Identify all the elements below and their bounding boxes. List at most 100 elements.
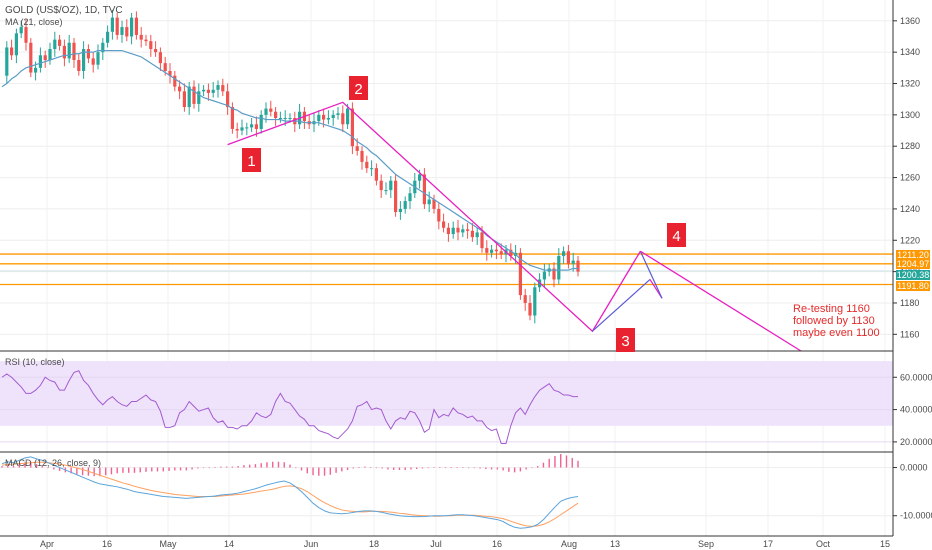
candle-body-30	[144, 39, 148, 42]
macd-hist-5	[30, 461, 32, 468]
candle-body-116	[557, 255, 561, 280]
macd-hist-63	[364, 466, 366, 468]
candle-body-117	[562, 251, 566, 256]
candle-body-106	[509, 249, 513, 256]
candle-body-47	[226, 91, 230, 108]
macd-hist-81	[467, 467, 470, 469]
macd-hist-0	[1, 466, 3, 468]
candle-body-85	[408, 193, 412, 202]
candle-body-66	[317, 114, 321, 122]
candle-body-60	[288, 118, 292, 119]
candle-body-96	[461, 229, 465, 233]
candle-body-52	[250, 124, 254, 128]
candle-body-120	[576, 260, 580, 272]
macd-hist-30	[174, 467, 176, 471]
macd-hist-26	[151, 467, 153, 472]
candle-body-118	[566, 251, 570, 264]
macd-hist-50	[289, 464, 291, 468]
candle-body-78	[374, 168, 378, 181]
candle-body-7	[34, 67, 38, 73]
candle-body-6	[29, 42, 33, 73]
xtick-label-6: Jul	[430, 539, 442, 549]
candle-body-82	[394, 180, 398, 213]
candle-body-42	[202, 89, 206, 92]
candle-body-36	[173, 75, 177, 87]
xtick-label-4: Jun	[304, 539, 319, 549]
candle-body-93	[446, 227, 450, 234]
candle-body-2	[10, 47, 14, 56]
candle-body-24	[115, 17, 119, 35]
macd-hist-99	[571, 457, 573, 468]
price-label-2: 1204.97	[897, 259, 930, 269]
macd-hist-83	[479, 467, 481, 469]
candle-body-83	[398, 208, 402, 213]
candle-body-16	[77, 60, 81, 71]
annotation-line-2: followed by 1130	[793, 315, 875, 327]
wave-label-3: 3	[621, 333, 629, 350]
main-ytick-label-8: 1320	[900, 79, 920, 89]
candle-body-48	[230, 107, 234, 129]
macd-hist-14	[81, 467, 84, 476]
xtick-label-12: Oct	[816, 539, 831, 549]
candle-body-72	[346, 108, 350, 125]
candle-body-95	[456, 227, 460, 233]
candle-body-31	[149, 41, 153, 50]
main-ytick-label-1: 1180	[900, 298, 919, 308]
macd-hist-31	[179, 467, 182, 471]
candle-body-71	[341, 113, 345, 125]
candle-body-38	[182, 91, 186, 108]
candle-body-33	[158, 52, 162, 64]
candle-body-108	[518, 252, 522, 296]
macd-hist-19	[110, 467, 113, 475]
xtick-label-10: Sep	[698, 539, 714, 549]
candle-body-25	[120, 27, 124, 35]
candle-body-113	[542, 271, 546, 280]
candle-body-41	[197, 91, 201, 104]
candle-body-70	[336, 113, 340, 115]
candle-body-8	[38, 55, 42, 68]
candle-body-68	[326, 118, 330, 120]
signal-line	[1, 461, 579, 527]
candle-body-12	[58, 39, 62, 46]
macd-hist-4	[24, 462, 26, 468]
macd-hist-46	[266, 462, 268, 468]
candle-body-54	[259, 114, 263, 129]
candle-body-88	[422, 174, 426, 205]
macd-hist-38	[220, 466, 222, 468]
candle-body-76	[365, 161, 369, 169]
macd-hist-80	[462, 467, 464, 468]
candle-body-56	[269, 108, 273, 112]
candle-body-18	[86, 49, 90, 59]
wave-label-4: 4	[672, 228, 680, 245]
annotation: Re-testing 1160 followed by 1130 maybe e…	[793, 303, 880, 339]
candle-body-15	[72, 42, 76, 60]
macd-hist-36	[208, 467, 211, 469]
macd-hist-17	[99, 467, 101, 477]
macd-hist-24	[139, 467, 141, 473]
macd-hist-74	[427, 467, 429, 469]
xtick-label-3: 14	[224, 539, 234, 549]
macd-ytick-label-0: 0.0000	[900, 463, 928, 473]
macd-hist-2	[12, 466, 15, 468]
candle-body-32	[154, 49, 158, 53]
macd-hist-40	[231, 466, 234, 468]
candle-body-51	[245, 127, 249, 129]
macd-hist-75	[433, 467, 435, 468]
candle-body-13	[62, 45, 66, 59]
candle-body-22	[106, 31, 110, 43]
macd-hist-8	[47, 467, 49, 469]
candle-body-74	[355, 146, 359, 151]
main-ytick-label-9: 1340	[900, 47, 920, 57]
wave-marker-2: 2	[349, 76, 368, 100]
wave-label-1: 1	[247, 153, 255, 170]
candle-body-43	[206, 89, 210, 93]
candle-body-3	[14, 33, 18, 56]
rsi-ytick-label-0: 20.0000	[900, 437, 932, 447]
candle-body-5	[24, 27, 28, 43]
macd-hist-10	[58, 467, 61, 471]
candle-body-104	[499, 251, 503, 255]
main-ytick-label-0: 1160	[900, 329, 919, 339]
candle-body-102	[490, 249, 494, 253]
candle-body-57	[274, 111, 278, 118]
macd-hist-23	[133, 467, 136, 473]
